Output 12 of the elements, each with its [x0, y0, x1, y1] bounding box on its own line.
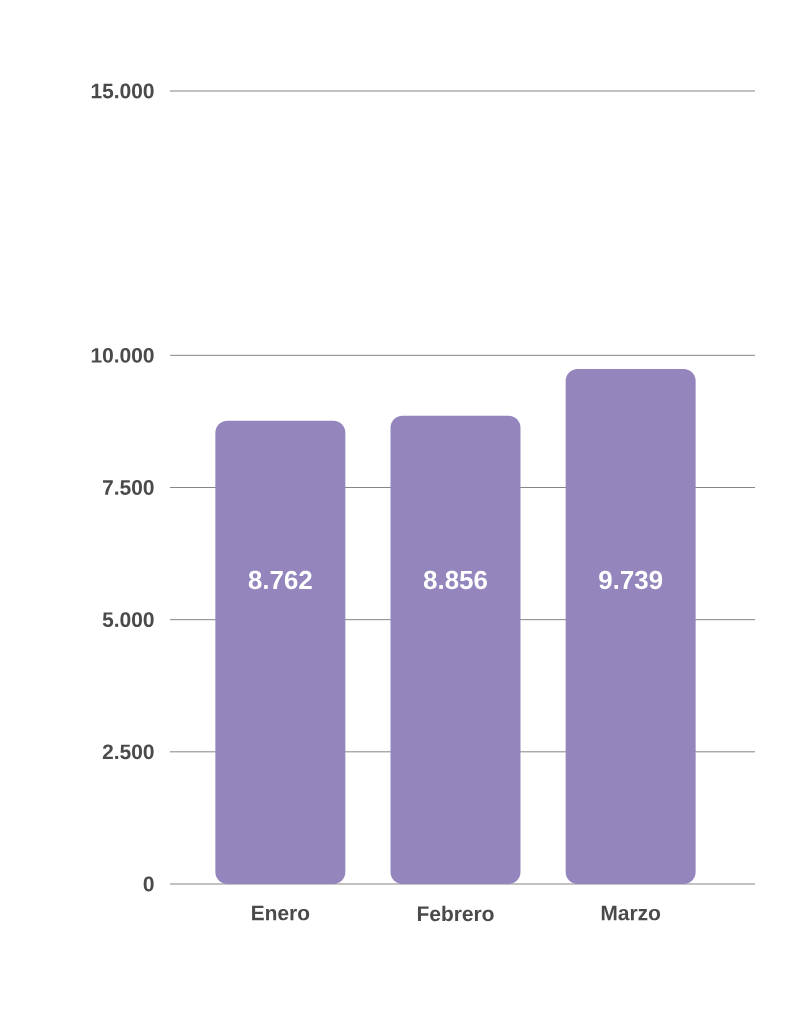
data-label: 8.762: [248, 570, 312, 590]
y-tick-label: 10.000: [91, 347, 154, 363]
y-tick-label: 5.000: [102, 612, 154, 628]
y-tick-label: 0: [143, 876, 154, 892]
x-tick-label: Febrero: [417, 905, 494, 922]
data-label: 8.856: [423, 570, 487, 590]
x-tick-label: Marzo: [601, 905, 661, 921]
y-tick-label: 7.500: [103, 480, 154, 495]
data-label: 9.739: [599, 570, 663, 590]
y-tick-label: 15.000: [91, 83, 154, 99]
y-tick-label: 2.500: [102, 744, 154, 760]
x-tick-label: Enero: [252, 905, 310, 921]
